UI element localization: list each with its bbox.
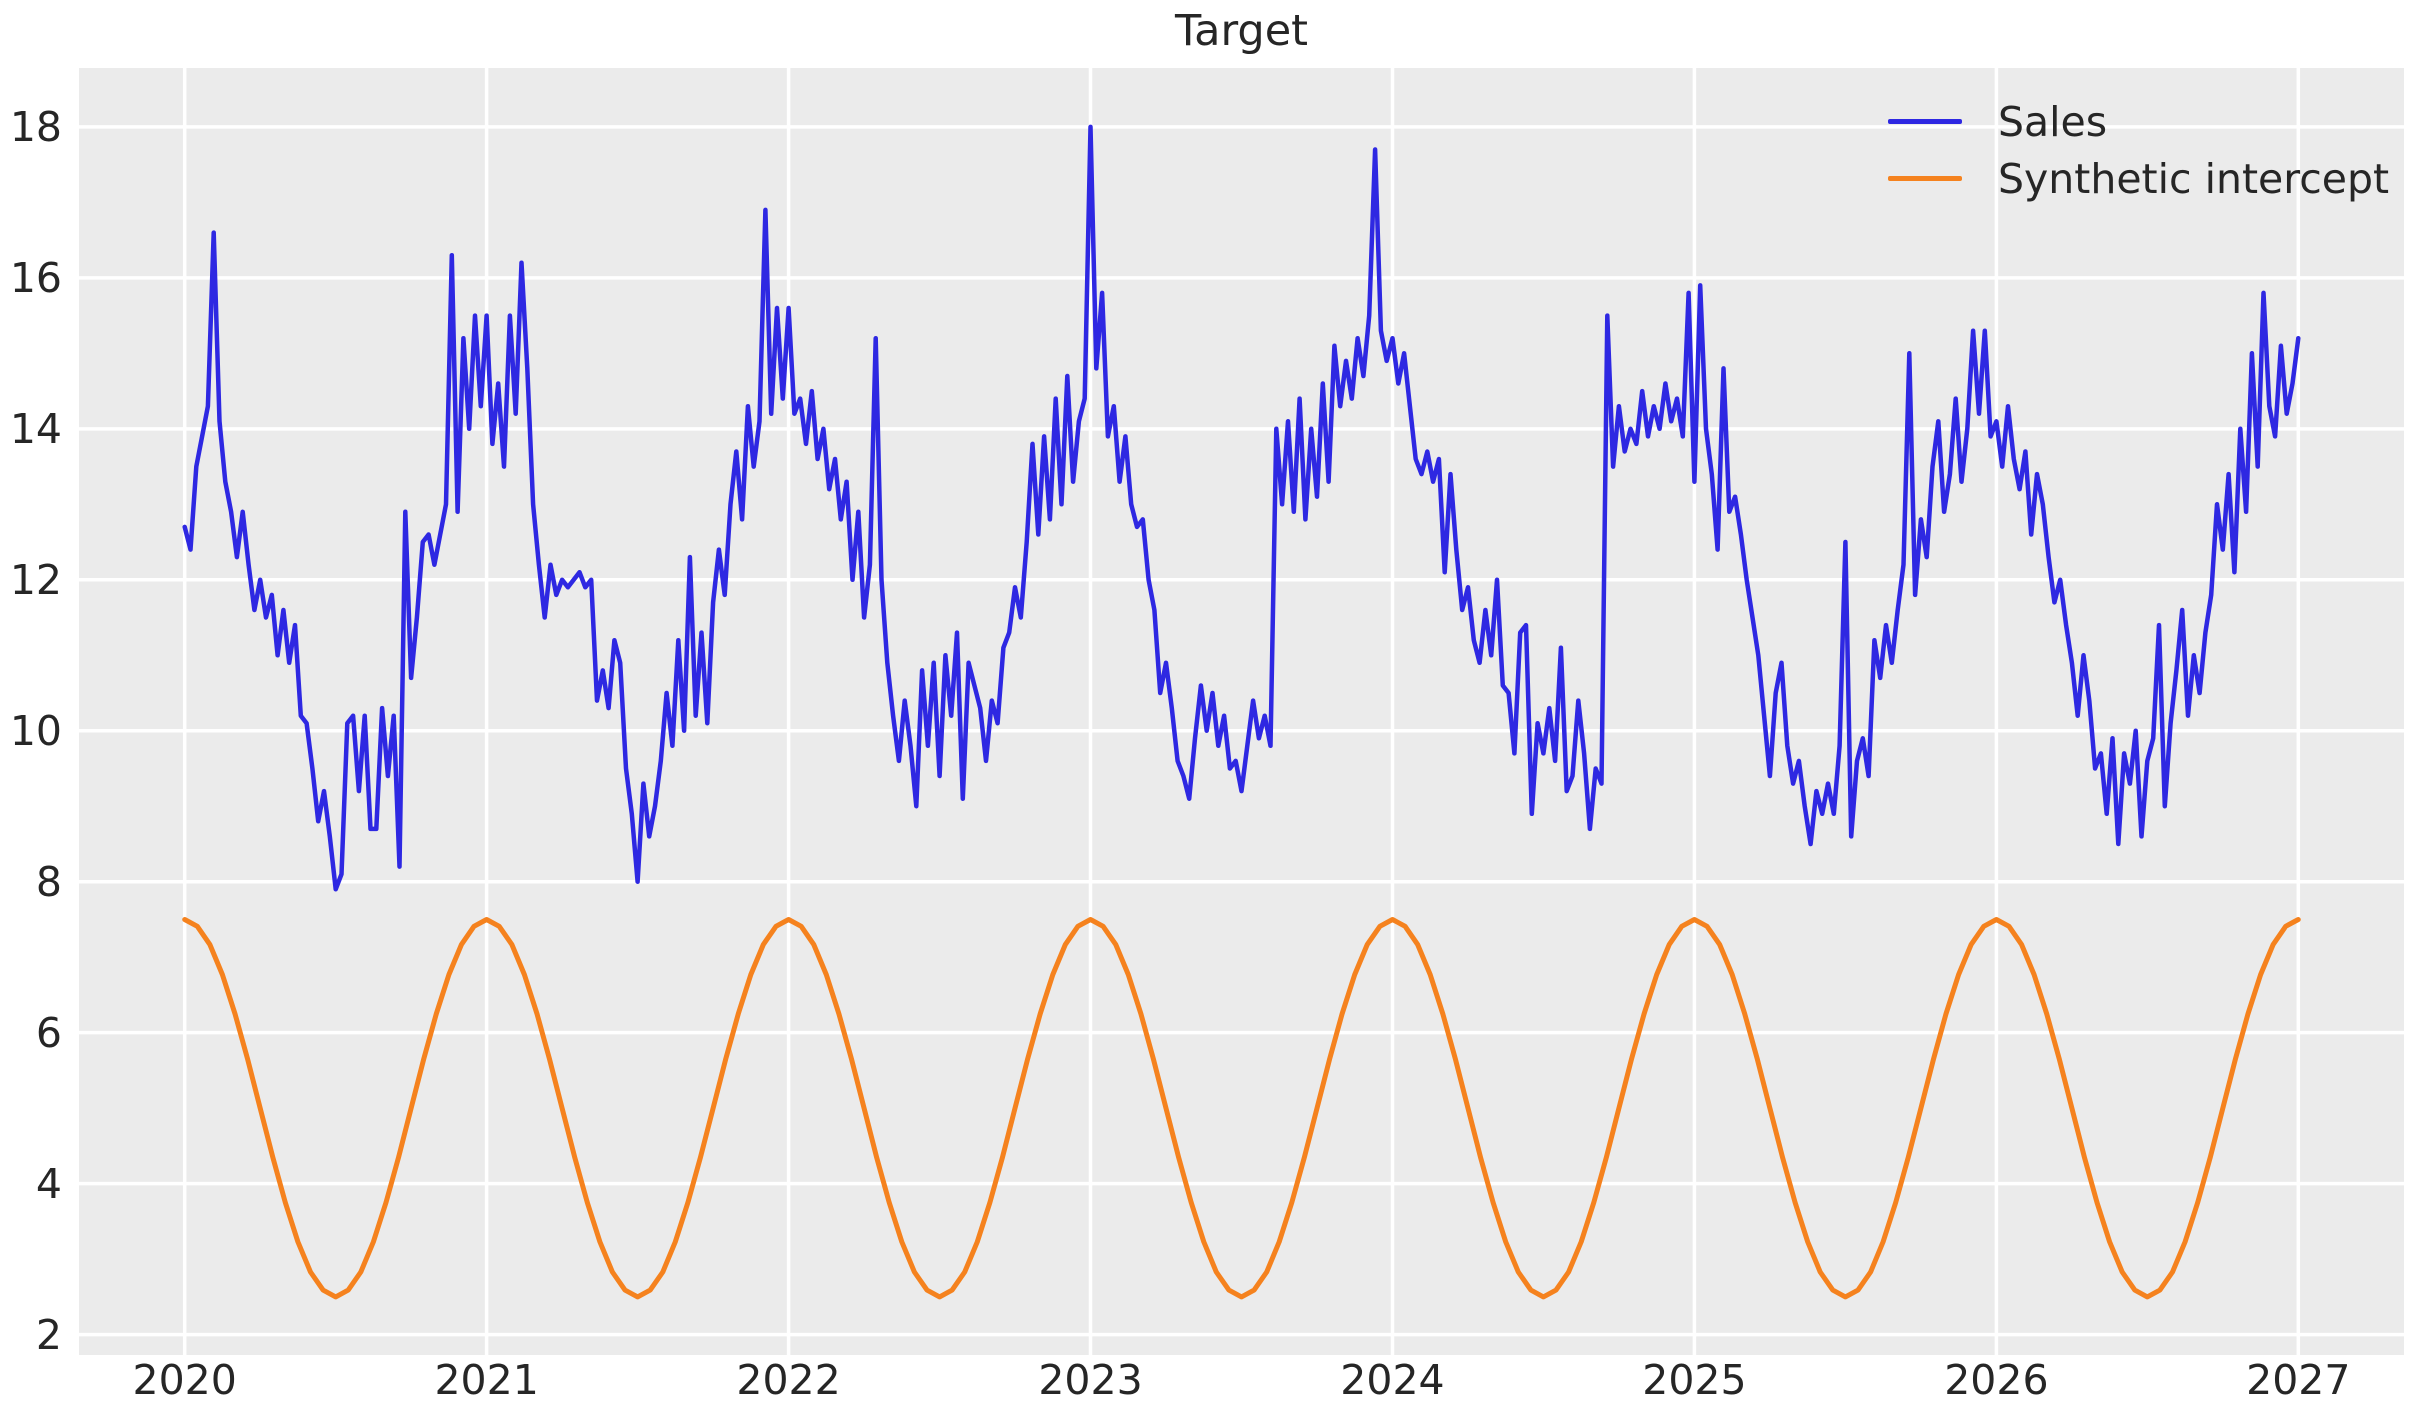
legend-label-sales: Sales [1998,97,2108,146]
x-tick-label-2020: 2020 [132,1356,237,1404]
series-line-synthetic-intercept [182,917,2301,1300]
y-tick-label-6: 6 [35,1008,62,1057]
y-tick-label-2: 2 [35,1310,62,1359]
plot-background [79,68,2404,1355]
x-tick-label-2021: 2021 [434,1356,539,1404]
legend-item-sales: Sales [1888,93,2389,150]
chart-title: Target [1174,6,1309,56]
synthetic-intercept-line-swatch [1888,176,1962,181]
y-tick-label-4: 4 [35,1159,62,1208]
x-tick-label-2022: 2022 [736,1356,841,1404]
y-tick-label-14: 14 [9,404,62,453]
x-tick-label-2025: 2025 [1642,1356,1747,1404]
y-tick-label-12: 12 [9,555,62,604]
y-tick-label-8: 8 [35,857,62,906]
legend-label-synthetic-intercept: Synthetic intercept [1998,154,2390,203]
sales-line-swatch [1888,119,1962,124]
x-tick-label-2024: 2024 [1340,1356,1445,1404]
legend-item-synthetic-intercept: Synthetic intercept [1888,150,2389,207]
y-tick-label-10: 10 [9,706,62,755]
legend: Sales Synthetic intercept [1888,93,2389,207]
x-tick-label-2027: 2027 [2246,1356,2351,1404]
x-tick-label-2023: 2023 [1038,1356,1143,1404]
series-line-sales [182,124,2301,892]
x-tick-label-2026: 2026 [1944,1356,2049,1404]
y-tick-label-18: 18 [9,102,62,151]
y-tick-label-16: 16 [9,253,62,302]
